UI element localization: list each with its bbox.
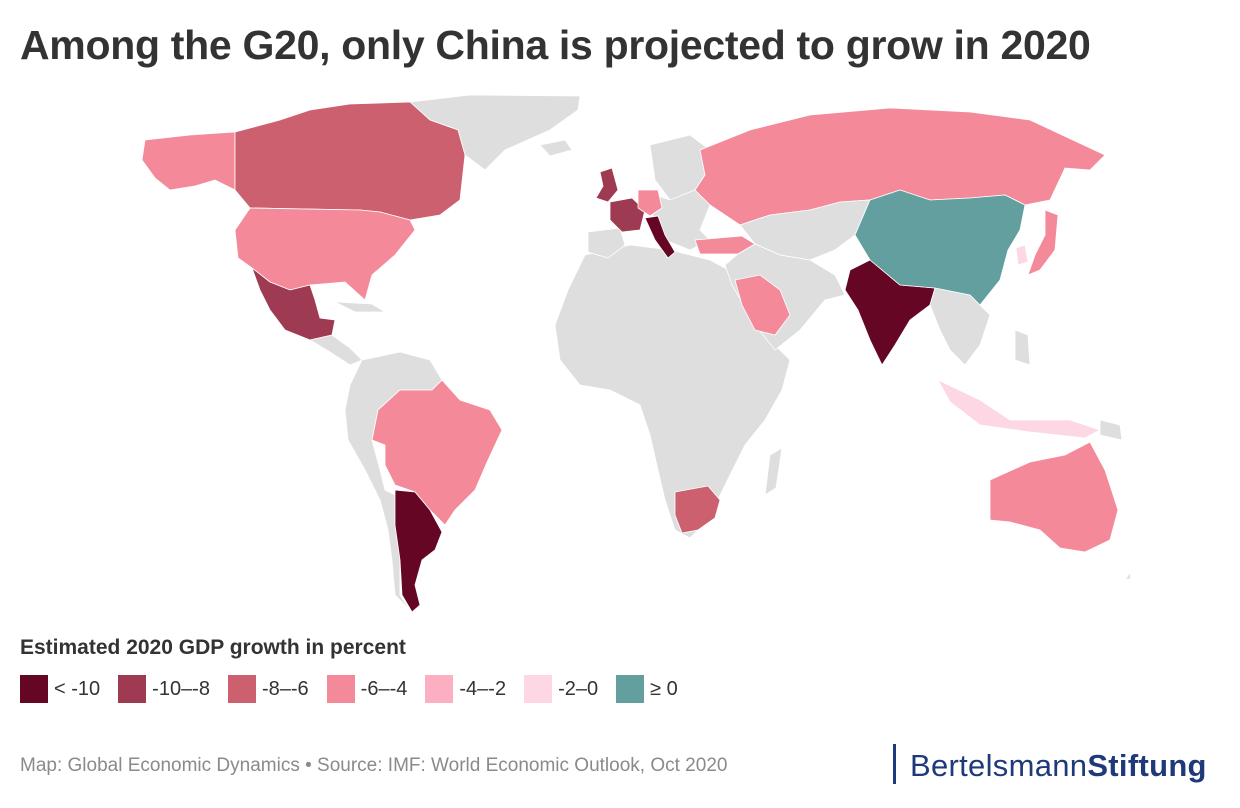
region-alaska	[141, 131, 236, 191]
legend-label: -4–-2	[459, 677, 507, 700]
region-france	[609, 197, 646, 233]
region-mexico	[251, 266, 336, 341]
legend-swatch	[425, 675, 454, 703]
world-map	[141, 94, 1130, 613]
region-australia	[989, 441, 1119, 553]
region-uk	[595, 167, 619, 203]
region-usa	[234, 207, 416, 301]
legend-swatch	[524, 675, 553, 703]
region-south-africa	[674, 485, 721, 534]
legend-swatch	[118, 675, 147, 703]
chart-title: Among the G20, only China is projected t…	[20, 22, 1091, 68]
region-china	[854, 189, 1026, 306]
region-argentina	[394, 489, 443, 613]
region-madagascar	[764, 447, 783, 496]
legend: < -10 -10–-8 -8–-6 -6–-4 -4–-2 -2–0 ≥ 0	[20, 675, 696, 703]
region-italy	[644, 215, 676, 259]
brand-logo-part2: Stiftung	[1087, 748, 1207, 783]
legend-item: ≥ 0	[616, 675, 678, 703]
legend-item: -6–-4	[326, 675, 408, 703]
region-iberia	[587, 227, 626, 259]
source-note: Map: Global Economic Dynamics • Source: …	[20, 755, 728, 776]
brand-logo: BertelsmannStiftung	[910, 748, 1207, 784]
legend-item: -8–-6	[227, 675, 309, 703]
legend-title: Estimated 2020 GDP growth in percent	[20, 636, 406, 659]
region-saudi-arabia	[734, 274, 791, 336]
brand-divider	[893, 744, 896, 784]
region-indonesia	[937, 379, 1102, 439]
legend-swatch	[326, 675, 355, 703]
region-philippines	[1014, 329, 1031, 366]
region-iceland	[539, 139, 573, 157]
region-germany	[637, 189, 663, 217]
legend-swatch	[227, 675, 256, 703]
legend-label: -2–0	[558, 677, 599, 700]
legend-swatch	[20, 675, 48, 703]
region-cuba	[334, 301, 387, 313]
legend-label: ≥ 0	[650, 677, 678, 700]
region-papua	[1099, 419, 1123, 441]
legend-label: -8–-6	[261, 677, 309, 700]
region-central-america	[308, 334, 363, 366]
legend-item: -2–0	[524, 675, 598, 703]
brand-logo-part1: Bertelsmann	[910, 748, 1088, 783]
region-south-korea	[1015, 244, 1029, 266]
legend-label: -6–-4	[360, 677, 408, 700]
legend-label: -10–-8	[152, 677, 210, 700]
legend-swatch	[616, 675, 645, 703]
region-brazil	[371, 379, 503, 526]
legend-item: -4–-2	[425, 675, 506, 703]
legend-label: < -10	[54, 677, 101, 700]
region-japan	[1027, 209, 1059, 276]
legend-item: -10–-8	[118, 675, 210, 703]
legend-item: < -10	[20, 675, 100, 703]
region-new-zealand	[1124, 571, 1130, 581]
